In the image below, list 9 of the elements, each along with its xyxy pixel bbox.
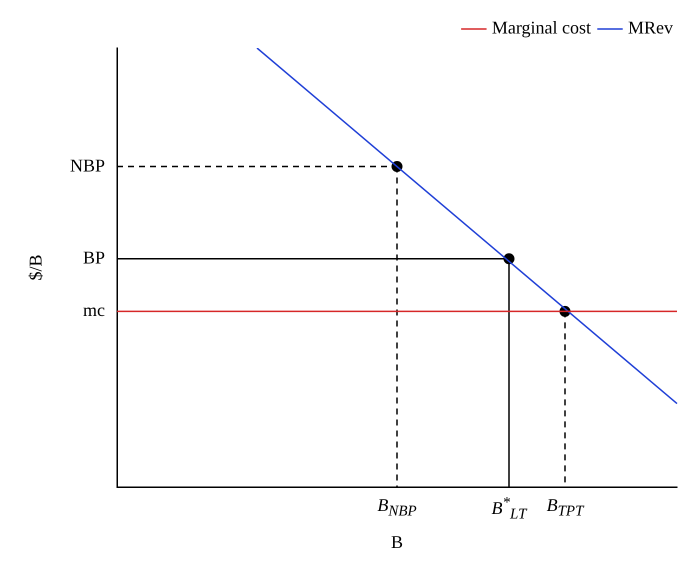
- legend-label: MRev: [628, 18, 673, 38]
- text: NBP: [70, 155, 105, 176]
- text: mc: [83, 300, 105, 320]
- x-axis-title: B: [390, 532, 404, 553]
- x-tick-label: B$_{NBP}$: [377, 495, 417, 521]
- legend-label: Marginal cost: [492, 18, 592, 38]
- y-axis-title: $/B: [26, 254, 46, 281]
- text: BP: [82, 247, 105, 268]
- x-tick-label: B$_{TPT}$: [546, 495, 584, 521]
